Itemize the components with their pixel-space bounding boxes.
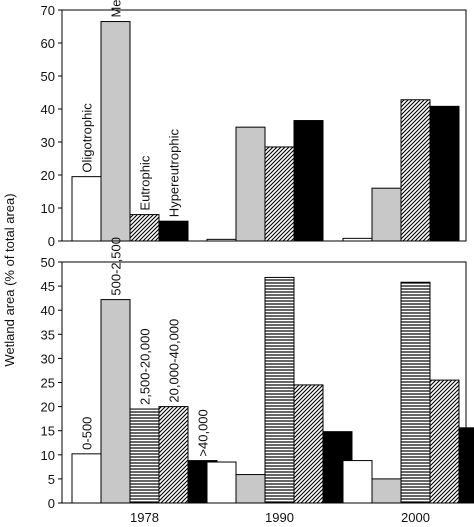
series-label: 20,000-40,000 xyxy=(167,319,182,403)
bar-top-2000-1 xyxy=(342,237,373,242)
y-tick-label: 5 xyxy=(48,472,55,487)
bottom-panel: 0 5 10 15 20 25 30 35 40 45 50 0-500 500-2,500 2,500-… xyxy=(41,237,474,511)
bar-top-1990-3 xyxy=(264,146,295,242)
y-tick-label: 10 xyxy=(41,448,55,463)
bar-top-1978-3 xyxy=(129,214,160,242)
series-label: 500-2,500 xyxy=(109,237,124,296)
series-label: Oligotrophic xyxy=(80,103,95,173)
y-tick-label: 35 xyxy=(41,327,55,342)
y-tick-label: 20 xyxy=(41,400,55,415)
series-label: 0-500 xyxy=(80,417,95,450)
y-tick-label: 40 xyxy=(41,303,55,318)
y-tick-label: 45 xyxy=(41,279,55,294)
x-category-label: 1978 xyxy=(130,510,159,525)
bar-bottom-1990-3 xyxy=(264,276,295,504)
bar-top-1978-1 xyxy=(71,176,102,242)
series-label: Hypereutrophic xyxy=(167,129,182,218)
bar-top-1990-1 xyxy=(206,238,237,242)
x-axis-category-labels: 1978 1990 2000 xyxy=(130,510,430,525)
bar-top-1978-4 xyxy=(158,220,189,242)
series-label: Mesotrophic xyxy=(109,0,124,18)
bar-bottom-2000-1 xyxy=(342,460,373,504)
y-tick-label: 60 xyxy=(41,36,55,51)
series-label: >40,000 xyxy=(196,409,211,456)
bar-bottom-1990-4 xyxy=(293,384,324,504)
y-tick-label: 0 xyxy=(48,234,55,249)
bar-bottom-2000-3 xyxy=(400,281,431,504)
bar-bottom-1978-3 xyxy=(129,408,160,504)
y-tick-label: 20 xyxy=(41,168,55,183)
bar-bottom-1978-4 xyxy=(158,406,189,504)
top-panel: 0 10 20 30 40 50 60 70 Oligotrophic Mesotrophic Eu… xyxy=(41,0,467,249)
bar-top-2000-2 xyxy=(371,187,402,242)
y-tick-label: 50 xyxy=(41,69,55,84)
bar-bottom-2000-5 xyxy=(458,427,474,504)
series-label: 2,500-20,000 xyxy=(138,328,153,405)
bar-bottom-1990-1 xyxy=(206,461,237,504)
bar-bottom-1978-2 xyxy=(100,299,131,504)
y-tick-label: 40 xyxy=(41,102,55,117)
y-axis-label: Wetland area (% of total area) xyxy=(2,193,17,366)
bar-bottom-1990-2 xyxy=(235,474,266,504)
y-tick-label: 15 xyxy=(41,424,55,439)
series-label: Eutrophic xyxy=(138,155,153,210)
y-tick-label: 0 xyxy=(48,496,55,511)
bar-top-2000-4 xyxy=(429,105,460,242)
y-tick-label: 30 xyxy=(41,135,55,150)
y-tick-label: 30 xyxy=(41,351,55,366)
bar-top-2000-3 xyxy=(400,99,431,242)
y-tick-label: 25 xyxy=(41,376,55,391)
bar-bottom-1978-1 xyxy=(71,453,102,504)
bar-top-1990-2 xyxy=(235,126,266,242)
y-tick-label: 70 xyxy=(41,3,55,18)
x-category-label: 1990 xyxy=(265,510,294,525)
bar-top-1978-2 xyxy=(100,21,131,242)
x-category-label: 2000 xyxy=(401,510,430,525)
bar-top-1990-4 xyxy=(293,120,324,242)
bar-bottom-2000-2 xyxy=(371,478,402,504)
bar-bottom-2000-4 xyxy=(429,379,460,504)
y-tick-label: 50 xyxy=(41,255,55,270)
y-tick-label: 10 xyxy=(41,201,55,216)
